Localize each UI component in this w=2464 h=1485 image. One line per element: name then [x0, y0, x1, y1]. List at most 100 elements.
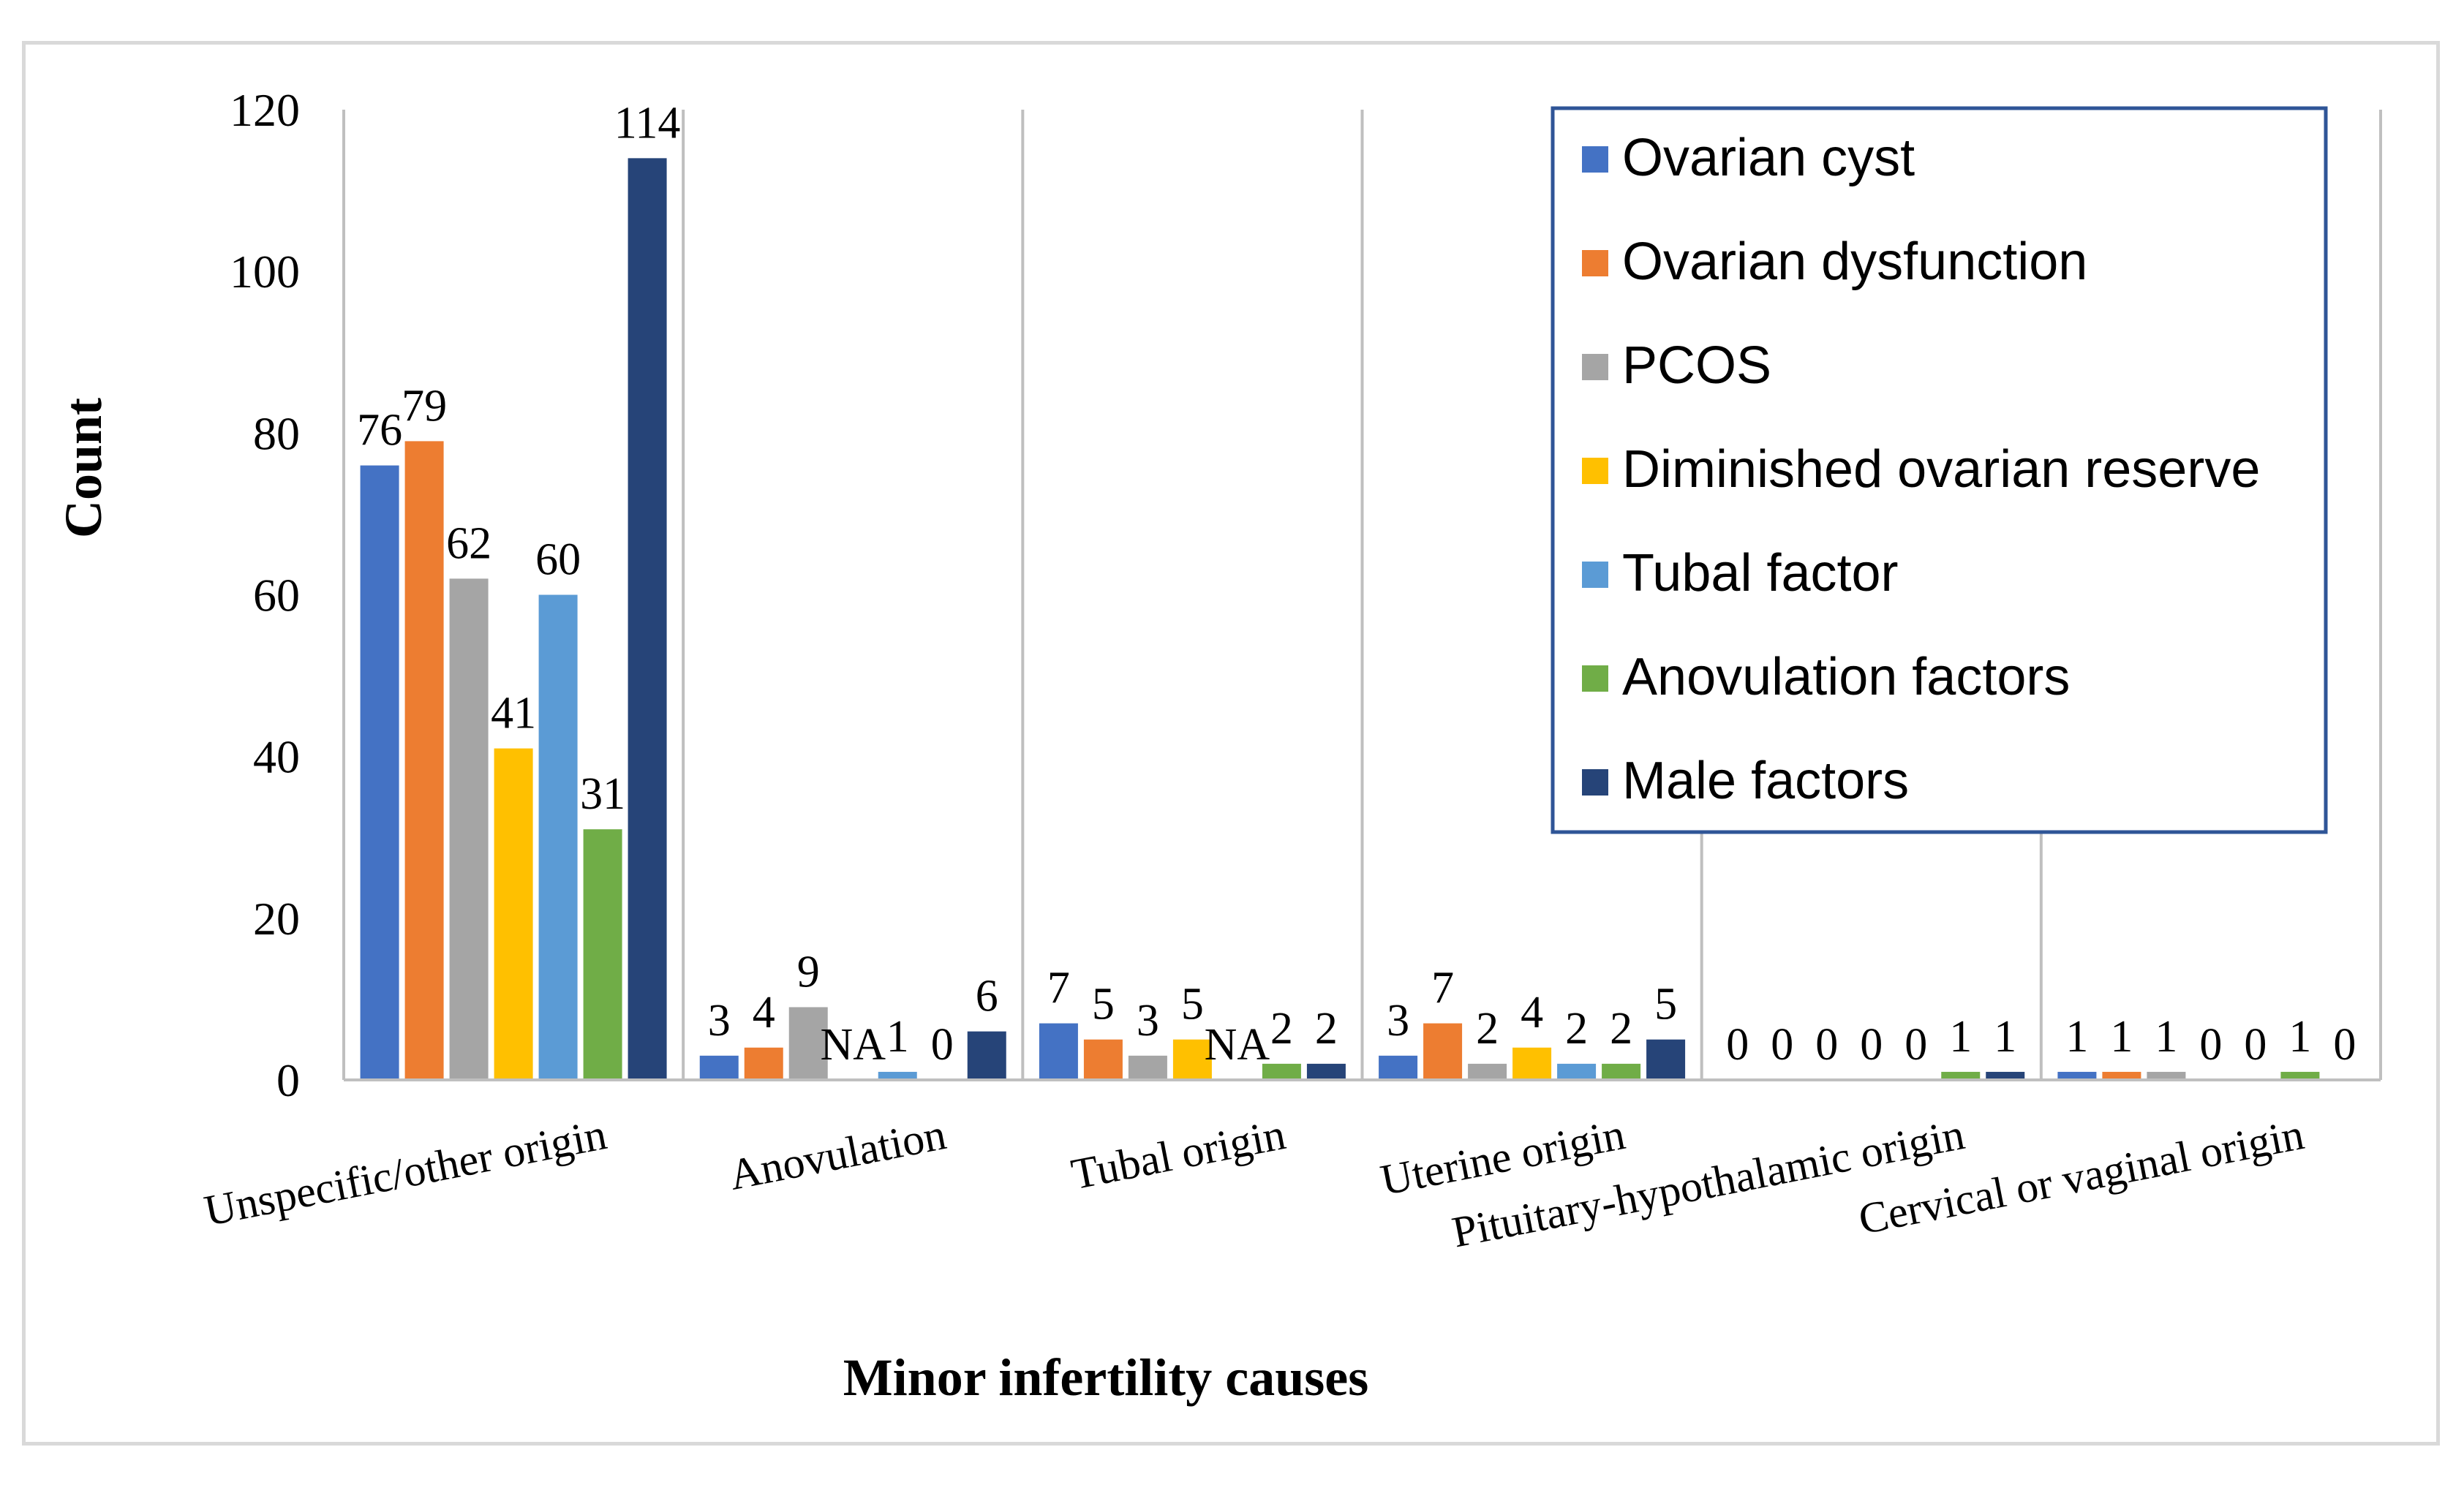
data-label: 1	[1994, 1012, 2016, 1062]
x-tick-label: Anovulation	[726, 1110, 950, 1199]
data-label: 7	[1047, 964, 1070, 1013]
data-label: 9	[797, 947, 820, 997]
data-label: NA	[1205, 1020, 1270, 1070]
bar-pcos	[1128, 1055, 1167, 1080]
legend-swatch	[1582, 146, 1608, 173]
bar-male-factors	[1986, 1071, 2025, 1080]
x-tick-label: Tubal origin	[1068, 1110, 1289, 1198]
bar-male-factors	[628, 158, 667, 1081]
y-tick-label: 40	[253, 731, 300, 783]
data-label: 1	[886, 1012, 909, 1062]
data-label: 6	[976, 972, 998, 1021]
bar-tubal-factor	[878, 1071, 917, 1080]
legend-box	[1551, 106, 2328, 834]
bar-anovulation-factors	[1262, 1063, 1301, 1080]
bar-diminished-ovarian-reserve	[1172, 1039, 1212, 1080]
bar-ovarian-dysfunction	[1423, 1023, 1463, 1080]
bar-male-factors	[1646, 1039, 1686, 1080]
data-label: 0	[2333, 1020, 2356, 1070]
legend-label: Tubal factor	[1622, 544, 1899, 602]
bar-male-factors	[967, 1031, 1006, 1080]
data-label: 0	[1904, 1020, 1927, 1070]
y-tick-label: 60	[253, 570, 300, 621]
data-label: 1	[2288, 1012, 2311, 1062]
x-axis-category-labels: Unspecific/other origin Anovulation Tubal …	[200, 1110, 2307, 1257]
legend-label: Anovulation factors	[1622, 648, 2070, 706]
data-label: 0	[1726, 1020, 1749, 1070]
bar-ovarian-cyst	[699, 1055, 739, 1080]
data-label: 1	[2065, 1012, 2088, 1062]
data-label: 7	[1431, 964, 1454, 1013]
bar-ovarian-dysfunction	[2102, 1071, 2141, 1080]
bar-pcos	[2147, 1071, 2186, 1080]
data-label: 60	[535, 535, 581, 585]
data-label: 2	[1315, 1004, 1338, 1054]
data-label: 3	[1137, 996, 1159, 1046]
bar-ovarian-cyst	[1379, 1055, 1418, 1080]
bar-pcos	[449, 578, 489, 1080]
legend-swatch	[1582, 354, 1608, 380]
bar-pcos	[788, 1007, 828, 1080]
data-label: 1	[1949, 1012, 1972, 1062]
data-label: 5	[1654, 980, 1677, 1029]
y-tick-label: 120	[230, 84, 300, 136]
bar-anovulation-factors	[1602, 1063, 1641, 1080]
data-label: 0	[1815, 1020, 1838, 1070]
bar-ovarian-cyst	[360, 465, 399, 1080]
legend: Ovarian cyst Ovarian dysfunction PCOS Dimin…	[1551, 106, 2328, 834]
data-label: 76	[357, 406, 402, 456]
bar-anovulation-factors	[2280, 1071, 2320, 1080]
data-label: 4	[753, 988, 775, 1038]
bar-male-factors	[1306, 1063, 1346, 1080]
y-axis-tick-labels: 0 20 40 60 80 100 120	[230, 84, 300, 1106]
x-tick-label: Unspecific/other origin	[200, 1110, 611, 1235]
bar-anovulation-factors	[583, 829, 622, 1080]
data-label: 2	[1610, 1004, 1632, 1054]
bar-pcos	[1468, 1063, 1507, 1080]
legend-swatch	[1582, 665, 1608, 692]
bar-tubal-factor	[538, 594, 578, 1080]
bar-diminished-ovarian-reserve	[1512, 1047, 1552, 1080]
legend-label: Ovarian dysfunction	[1622, 233, 2087, 291]
data-label: 1	[2110, 1012, 2133, 1062]
data-label: 3	[1387, 996, 1409, 1046]
data-label: 0	[1860, 1020, 1883, 1070]
data-label: 2	[1476, 1004, 1499, 1054]
legend-label: PCOS	[1622, 336, 1771, 395]
y-tick-label: 100	[230, 246, 300, 298]
data-label: 2	[1270, 1004, 1293, 1054]
data-label: 114	[614, 98, 681, 148]
data-label: 3	[708, 996, 731, 1046]
bar-ovarian-dysfunction	[404, 441, 444, 1080]
bar-tubal-factor	[1557, 1063, 1597, 1080]
legend-label: Male factors	[1622, 752, 1909, 810]
legend-label: Ovarian cyst	[1622, 129, 1915, 187]
data-label: 2	[1565, 1004, 1588, 1054]
y-tick-label: 20	[253, 893, 300, 945]
data-label: 5	[1092, 980, 1115, 1029]
data-label: 0	[931, 1020, 954, 1070]
y-axis-title: Count	[54, 398, 113, 538]
bar-ovarian-dysfunction	[744, 1047, 783, 1080]
data-label: 79	[402, 381, 447, 431]
data-label: 5	[1181, 980, 1204, 1029]
y-tick-label: 80	[253, 407, 300, 459]
data-label: 1	[2155, 1012, 2177, 1062]
legend-swatch	[1582, 250, 1608, 276]
bar-ovarian-dysfunction	[1083, 1039, 1123, 1080]
legend-swatch	[1582, 769, 1608, 796]
data-label: 0	[1771, 1020, 1793, 1070]
data-label: 0	[2244, 1020, 2267, 1070]
bar-ovarian-cyst	[2057, 1071, 2097, 1080]
legend-label: Diminished ovarian reserve	[1622, 440, 2260, 499]
data-label: 62	[446, 518, 491, 568]
legend-swatch	[1582, 458, 1608, 484]
x-axis-title: Minor infertility causes	[843, 1348, 1369, 1407]
bar-ovarian-cyst	[1039, 1023, 1078, 1080]
data-label: 31	[580, 769, 625, 819]
bar-diminished-ovarian-reserve	[494, 748, 533, 1080]
legend-swatch	[1582, 562, 1608, 588]
data-label: 0	[2199, 1020, 2222, 1070]
